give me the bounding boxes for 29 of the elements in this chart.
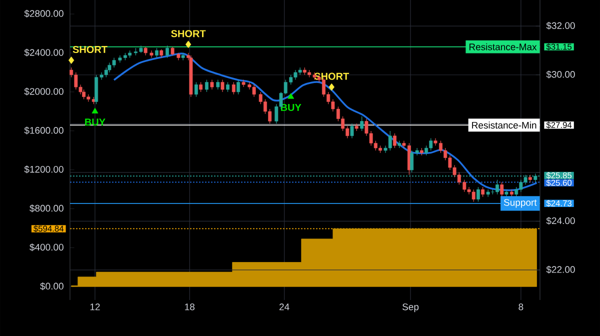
y2-tick-label: $30.00 — [546, 70, 575, 78]
y-tick-label: $2400.00 — [24, 48, 64, 56]
y-tick-label: $1600.00 — [24, 126, 64, 134]
x-tick-label: Sep — [402, 304, 419, 312]
y-tick-label: $2800.00 — [24, 10, 64, 18]
ref-line-label: Resistance-Min — [472, 122, 536, 129]
y2-tick-label: $25.85 — [546, 172, 572, 179]
y-tick-label: $2000.00 — [24, 88, 64, 96]
x-tick-label: 18 — [185, 304, 195, 310]
ref-line-label: Support — [504, 199, 537, 208]
ref-line-label: Resistance-Max — [469, 43, 537, 50]
x-tick-label: 8 — [518, 304, 524, 310]
y2-tick-label: $24.00 — [546, 216, 575, 225]
series-label: SHORT — [171, 30, 206, 38]
y2-tick-label: $32.00 — [546, 22, 575, 30]
y2-tick-label: $25.60 — [546, 179, 572, 186]
series-label: SHORT — [72, 46, 108, 54]
y-tick-label: $1200.00 — [24, 166, 64, 174]
y2-tick-label: $31.15 — [546, 43, 572, 50]
y2-tick-label: $27.94 — [546, 122, 572, 128]
y-tick-label: $594.84 — [34, 225, 64, 232]
y2-tick-label: $24.73 — [546, 200, 572, 207]
y-tick-label: $0.00 — [40, 282, 64, 290]
y2-tick-label: $22.00 — [546, 266, 575, 274]
y-tick-label: $400.00 — [30, 243, 64, 252]
y-tick-label: $800.00 — [30, 204, 64, 212]
series-label: BUY — [85, 118, 106, 126]
x-tick-label: 12 — [90, 304, 100, 310]
x-tick-label: 24 — [279, 304, 290, 310]
